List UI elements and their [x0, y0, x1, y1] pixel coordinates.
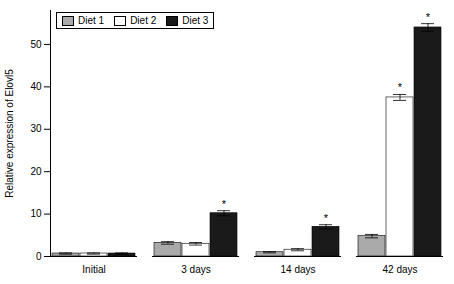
- svg-text:42 days: 42 days: [382, 264, 417, 275]
- svg-text:40: 40: [30, 81, 42, 92]
- svg-text:Initial: Initial: [82, 264, 105, 275]
- svg-text:50: 50: [30, 39, 42, 50]
- svg-text:Relative expression of Elovl5: Relative expression of Elovl5: [4, 69, 15, 198]
- svg-text:30: 30: [30, 123, 42, 134]
- svg-text:10: 10: [30, 208, 42, 219]
- svg-text:14 days: 14 days: [280, 264, 315, 275]
- html-text:Diet 3: Diet 3: [182, 15, 209, 26]
- svg-text:3 days: 3 days: [181, 264, 210, 275]
- html-text:Diet 2: Diet 2: [130, 15, 157, 26]
- svg-text:*: *: [426, 11, 431, 23]
- svg-text:*: *: [324, 212, 329, 224]
- html-text:Diet 1: Diet 1: [78, 15, 105, 26]
- svg-text:*: *: [222, 198, 227, 210]
- svg-text:0: 0: [36, 251, 42, 262]
- svg-text:20: 20: [30, 166, 42, 177]
- svg-text:*: *: [398, 81, 403, 93]
